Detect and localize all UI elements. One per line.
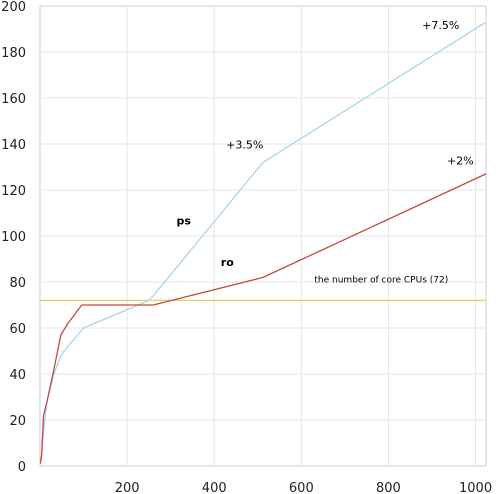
series-line-ro <box>39 173 487 464</box>
annotation-label: +7.5% <box>422 19 459 32</box>
x-tick-label: 400 <box>202 481 227 494</box>
series-group <box>39 21 487 464</box>
x-tick-label: 600 <box>289 481 314 494</box>
y-tick-label: 60 <box>9 322 26 337</box>
annotations: +7.5% +3.5% +2% ps ro <box>177 19 474 269</box>
annotation-label: +3.5% <box>226 139 263 152</box>
y-tick-label: 180 <box>1 46 26 61</box>
y-tick-label: 40 <box>9 368 26 383</box>
annotation-label: +2% <box>447 155 474 168</box>
y-tick-label: 80 <box>9 276 26 291</box>
y-tick-label: 20 <box>9 414 26 429</box>
x-tick-label: 1000 <box>459 481 492 494</box>
series-label-ps: ps <box>177 215 192 228</box>
series-label-ro: ro <box>221 256 234 269</box>
x-tick-label: 800 <box>376 481 401 494</box>
x-tick-label: 200 <box>115 481 140 494</box>
y-tick-label: 160 <box>1 92 26 107</box>
y-tick-label: 100 <box>1 230 26 245</box>
axes: 0 20 40 60 80 100 120 140 160 180 200 200 400 600 800 1… <box>1 0 492 494</box>
y-tick-label: 140 <box>1 138 26 153</box>
y-tick-label: 120 <box>1 184 26 199</box>
grid <box>40 6 486 466</box>
y-tick-label: 0 <box>18 460 26 475</box>
reference-line-group: the number of core CPUs (72) <box>40 275 486 302</box>
reference-line-label: the number of core CPUs (72) <box>314 275 448 285</box>
y-tick-label: 200 <box>1 0 26 15</box>
